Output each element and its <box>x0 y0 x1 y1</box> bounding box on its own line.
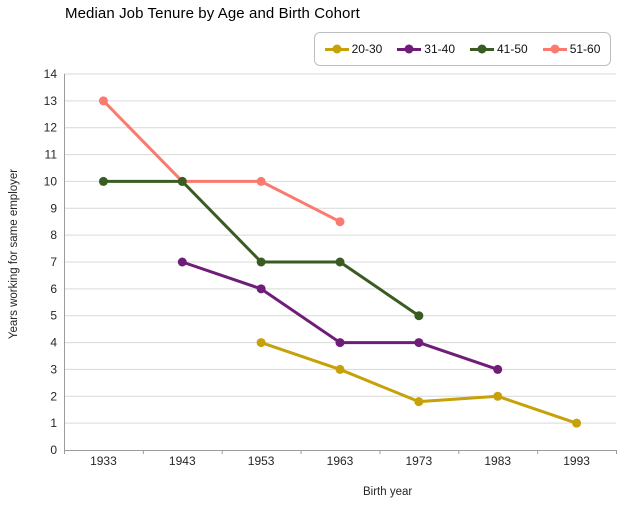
y-tick-label-5: 5 <box>50 309 57 323</box>
series-line-20-30 <box>259 341 579 425</box>
y-tick-label-7: 7 <box>50 255 57 269</box>
legend-marker-icon <box>397 44 422 54</box>
legend-item-51-60: 51-60 <box>542 42 601 56</box>
data-point-51-60-1953 <box>256 176 266 186</box>
legend-item-20-30: 20-30 <box>324 42 383 56</box>
data-point-31-40-1963 <box>335 338 345 348</box>
y-tick-label-6: 6 <box>50 282 57 296</box>
y-tick-label-8: 8 <box>50 228 57 242</box>
data-point-20-30-1973 <box>414 397 424 407</box>
data-point-31-40-1973 <box>414 338 424 348</box>
data-point-41-50-1973 <box>414 311 424 321</box>
data-point-51-60-1933 <box>98 96 108 106</box>
x-tick-label-1933: 1933 <box>90 454 117 468</box>
legend-item-label: 51-60 <box>569 42 601 56</box>
y-tick-label-9: 9 <box>50 201 57 215</box>
data-point-41-50-1953 <box>256 257 266 267</box>
y-tick-label-11: 11 <box>45 148 58 162</box>
data-point-31-40-1943 <box>177 257 187 267</box>
data-point-41-50-1933 <box>98 176 108 186</box>
y-tick-label-10: 10 <box>44 174 58 188</box>
x-tick-label-1983: 1983 <box>484 454 511 468</box>
x-tick-label-1963: 1963 <box>327 454 354 468</box>
legend: 20-30 31-40 41-50 51-60 <box>314 32 611 66</box>
y-tick-label-1: 1 <box>50 416 57 430</box>
y-axis-title: Years working for same employer <box>8 168 20 340</box>
y-tick-label-3: 3 <box>50 362 57 376</box>
data-point-31-40-1983 <box>493 364 503 374</box>
series-line-51-60 <box>101 99 342 224</box>
data-point-20-30-1993 <box>572 418 582 428</box>
x-tick-label-1943: 1943 <box>169 454 196 468</box>
legend-marker-icon <box>542 44 567 54</box>
y-tick-label-2: 2 <box>50 389 57 403</box>
legend-item-label: 20-30 <box>351 42 383 56</box>
data-point-51-60-1963 <box>335 217 345 227</box>
legend-marker-icon <box>324 44 349 54</box>
x-axis-title: Birth year <box>363 486 413 498</box>
legend-marker-dot-icon <box>404 44 414 54</box>
y-tick-label-0: 0 <box>50 443 57 457</box>
x-tick-label-1973: 1973 <box>406 454 433 468</box>
legend-item-31-40: 31-40 <box>397 42 455 56</box>
legend-item-41-50: 41-50 <box>470 42 528 56</box>
data-point-41-50-1943 <box>177 176 187 186</box>
y-tick-label-4: 4 <box>50 336 57 350</box>
data-point-31-40-1953 <box>256 284 266 294</box>
data-point-20-30-1963 <box>335 364 345 374</box>
series-line-41-50 <box>101 179 421 318</box>
y-tick-label-13: 13 <box>44 94 58 108</box>
legend-item-label: 31-40 <box>424 42 455 56</box>
y-tick-label-12: 12 <box>44 121 58 135</box>
chart-title: Median Job Tenure by Age and Birth Cohor… <box>65 5 360 22</box>
x-tick-label-1993: 1993 <box>563 454 590 468</box>
legend-marker-icon <box>470 44 494 54</box>
x-tick-label-1953: 1953 <box>248 454 275 468</box>
legend-marker-dot-icon <box>550 44 560 54</box>
legend-marker-dot-icon <box>332 44 342 54</box>
legend-marker-dot-icon <box>477 44 487 54</box>
data-point-20-30-1953 <box>256 338 266 348</box>
data-point-20-30-1983 <box>493 391 503 401</box>
y-tick-label-14: 14 <box>44 67 58 81</box>
data-point-41-50-1963 <box>335 257 345 267</box>
legend-item-label: 41-50 <box>497 42 528 56</box>
